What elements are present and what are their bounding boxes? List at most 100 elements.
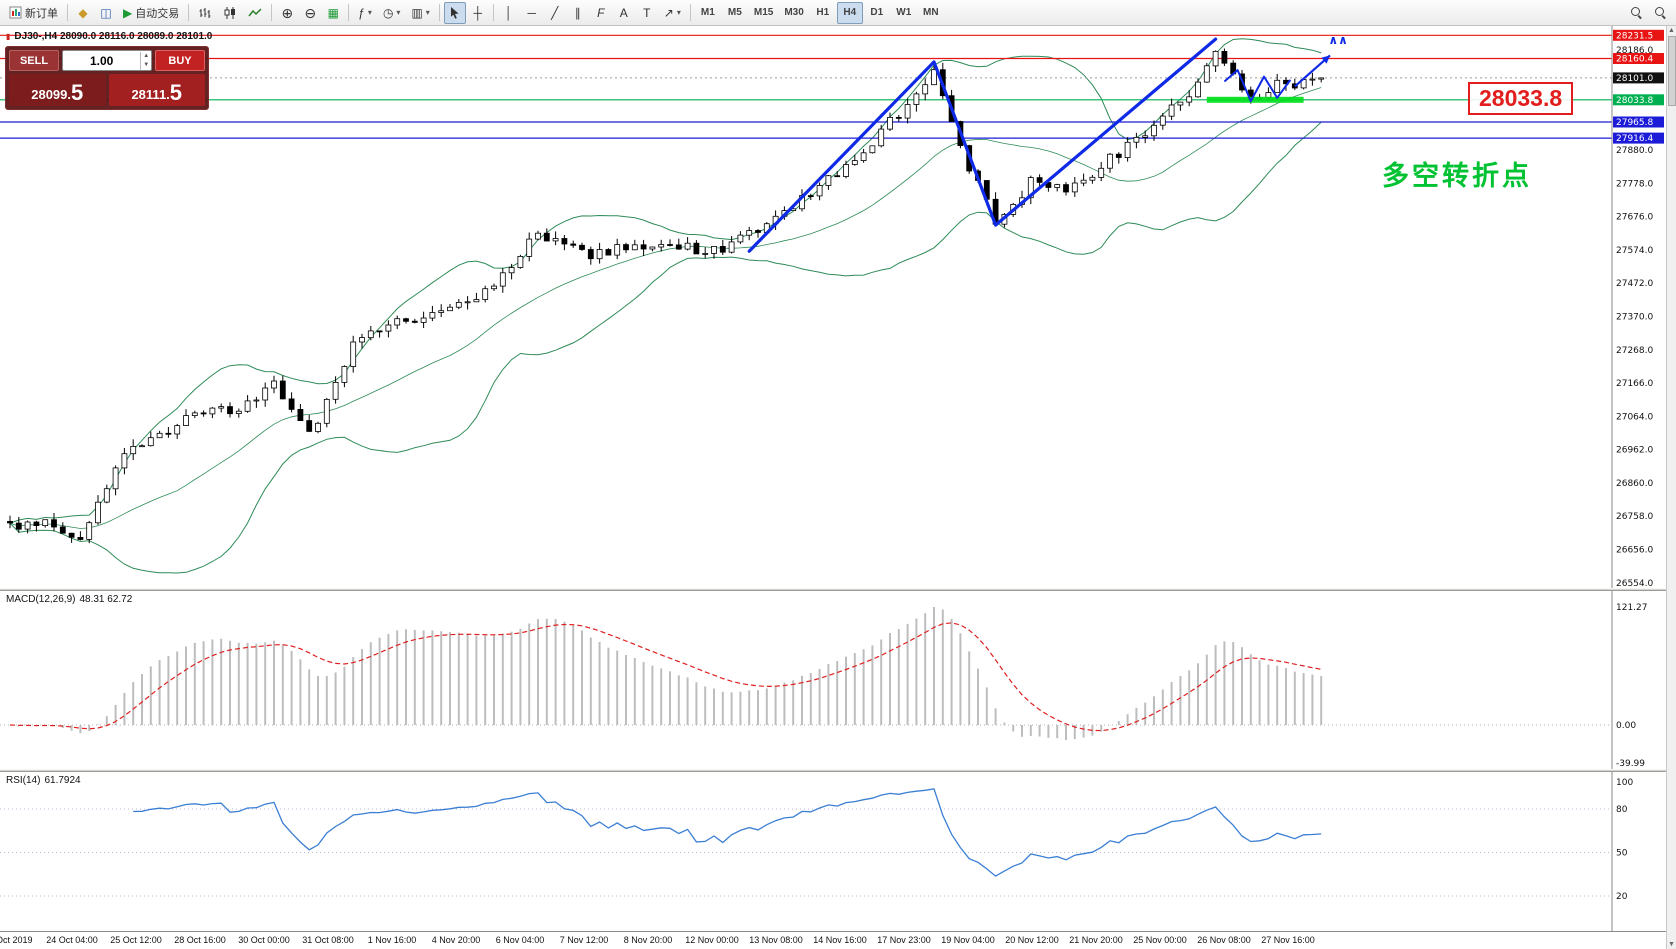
timeframe-M5[interactable]: M5 — [727, 7, 742, 18]
time-axis-label: 13 Nov 08:00 — [749, 935, 803, 945]
timeframe-M1[interactable]: M1 — [700, 7, 715, 18]
svg-text:26962.0: 26962.0 — [1616, 446, 1653, 456]
crosshair-icon: ┼ — [473, 5, 483, 20]
symbol-ohlc-label: ▮ DJ30-,H4 28090.0 28116.0 28089.0 28101… — [6, 31, 213, 42]
vertical-scrollbar[interactable]: ▲ ▼ — [1666, 26, 1676, 949]
bar-chart-button[interactable] — [193, 2, 217, 24]
timeframe-M15[interactable]: M15 — [753, 7, 774, 18]
zoom-out-button[interactable]: ⊖ — [299, 2, 321, 24]
toolbar-separator — [492, 4, 494, 21]
fibonacci-button[interactable]: F — [590, 2, 612, 24]
one-click-trading-widget: SELL ▲ ▼ BUY 28099. 5 — [5, 46, 209, 110]
time-axis-label: 27 Nov 16:00 — [1261, 935, 1315, 945]
text-label-button[interactable]: T — [636, 2, 658, 24]
trendline-button[interactable]: ╱ — [544, 2, 566, 24]
timeframe-MN[interactable]: MN — [923, 7, 939, 18]
trendline-icon: ╱ — [551, 5, 559, 20]
text-icon: A — [619, 5, 628, 20]
scroll-up-icon[interactable]: ▲ — [1668, 27, 1675, 34]
candlestick-chart-button[interactable] — [218, 2, 242, 24]
channel-button[interactable]: ∥ — [567, 2, 589, 24]
price-chart-panel[interactable]: ∧∧ 28186.0 27880.0 27778.0 27676.0 27574.0 274… — [0, 26, 1666, 588]
zoom-in-button[interactable]: ⊕ — [276, 2, 298, 24]
search-data-button[interactable] — [1649, 2, 1672, 24]
macd-canvas[interactable]: 121.27 0.00 -39.99 — [0, 591, 1666, 769]
data-window-button[interactable]: ◫ — [95, 2, 117, 24]
arrows-button[interactable]: ↗ ▾ — [659, 2, 686, 24]
caret-down-icon: ▾ — [425, 8, 430, 17]
caret-down-icon: ▾ — [367, 8, 372, 17]
svg-text:27965.8: 27965.8 — [1616, 118, 1653, 128]
svg-text:27574.0: 27574.0 — [1616, 246, 1653, 256]
price-level-callout: 28033.8 — [1468, 82, 1574, 115]
symbol-mini-icon: ▮ — [6, 32, 11, 41]
time-axis-label: 25 Oct 12:00 — [110, 935, 162, 945]
svg-text:28101.0: 28101.0 — [1616, 74, 1653, 84]
vline-icon: │ — [505, 5, 513, 20]
tile-windows-button[interactable]: ▦ — [322, 2, 344, 24]
time-axis-label: 24 Oct 04:00 — [46, 935, 98, 945]
timeframe-H4[interactable]: H4 — [836, 1, 863, 24]
zoom-out-icon: ⊖ — [304, 4, 317, 21]
volume-input[interactable] — [63, 53, 141, 68]
time-axis-label: 22 Oct 2019 — [0, 935, 33, 945]
window-icon: ◫ — [100, 5, 112, 20]
timeframe-M30[interactable]: M30 — [784, 7, 804, 18]
sell-button[interactable]: SELL — [9, 50, 59, 71]
new-order-icon — [9, 6, 22, 19]
periods-button[interactable]: ◷ ▾ — [378, 2, 406, 24]
cursor-button[interactable] — [443, 1, 466, 24]
volume-up-icon[interactable]: ▲ — [143, 52, 150, 59]
chart-workspace: ∧∧ 28186.0 27880.0 27778.0 27676.0 27574.0 274… — [0, 26, 1676, 949]
toolbar-separator — [271, 4, 273, 21]
scroll-down-icon[interactable]: ▼ — [1668, 941, 1675, 948]
timeframe-D1[interactable]: D1 — [870, 7, 884, 18]
svg-text:26554.0: 26554.0 — [1616, 579, 1653, 588]
panel-splitter[interactable] — [0, 769, 1666, 772]
price-chart-canvas[interactable]: ∧∧ 28186.0 27880.0 27778.0 27676.0 27574.0 274… — [0, 26, 1666, 588]
vertical-line-button[interactable]: │ — [498, 2, 520, 24]
search-button[interactable] — [1625, 2, 1648, 24]
time-axis-label: 12 Nov 00:00 — [685, 935, 739, 945]
time-axis-label: 4 Nov 20:00 — [431, 935, 481, 945]
text-button[interactable]: A — [613, 2, 635, 24]
panel-splitter[interactable] — [0, 588, 1666, 591]
templates-button[interactable]: ▥ ▾ — [406, 2, 434, 24]
buy-price[interactable]: 28111. 5 — [108, 74, 205, 106]
sell-price[interactable]: 28099. 5 — [9, 74, 106, 106]
svg-text:26758.0: 26758.0 — [1616, 512, 1653, 522]
line-chart-button[interactable] — [243, 2, 267, 24]
svg-text:27880.0: 27880.0 — [1616, 146, 1653, 156]
rsi-panel[interactable]: 100 80 50 20 RSI(14) 61.7924 — [0, 772, 1666, 931]
play-icon: ▶ — [123, 5, 133, 20]
buy-button[interactable]: BUY — [155, 50, 205, 71]
toolbar-separator — [188, 4, 190, 21]
market-watch-button[interactable]: ◆ — [72, 2, 94, 24]
svg-text:27370.0: 27370.0 — [1616, 313, 1653, 323]
candlestick-chart-icon — [224, 6, 236, 19]
channel-icon: ∥ — [574, 5, 581, 20]
toolbar-separator — [67, 4, 68, 21]
macd-label: MACD(12,26,9) 48.31 62.72 — [6, 594, 133, 605]
rsi-canvas[interactable]: 100 80 50 20 — [0, 772, 1666, 931]
time-axis-label: 7 Nov 12:00 — [559, 935, 609, 945]
timeframe-W1[interactable]: W1 — [896, 7, 912, 18]
toolbar-separator — [348, 4, 350, 21]
crosshair-button[interactable]: ┼ — [467, 2, 489, 24]
scroll-thumb[interactable] — [1667, 36, 1676, 106]
autotrading-button[interactable]: ▶ 自动交易 — [118, 2, 184, 24]
macd-panel[interactable]: 121.27 0.00 -39.99 MACD(12,26,9) 48.31 62.7… — [0, 591, 1666, 769]
time-axis-label: 8 Nov 20:00 — [623, 935, 673, 945]
time-axis-label: 26 Nov 08:00 — [1197, 935, 1251, 945]
time-axis[interactable]: 22 Oct 2019 24 Oct 04:00 25 Oct 12:00 28 Oc… — [0, 931, 1666, 949]
volume-down-icon[interactable]: ▼ — [143, 61, 150, 68]
hline-icon: ─ — [527, 5, 537, 20]
horizontal-line-button[interactable]: ─ — [521, 2, 543, 24]
time-axis-label: 30 Oct 00:00 — [238, 935, 290, 945]
new-order-button[interactable]: 新订单 — [4, 2, 63, 24]
timeframe-H1[interactable]: H1 — [816, 7, 830, 18]
svg-text:27268.0: 27268.0 — [1616, 346, 1653, 356]
search-window-icon — [1654, 6, 1667, 19]
indicators-button[interactable]: ƒ ▾ — [353, 2, 377, 24]
zoom-in-icon: ⊕ — [281, 4, 294, 21]
